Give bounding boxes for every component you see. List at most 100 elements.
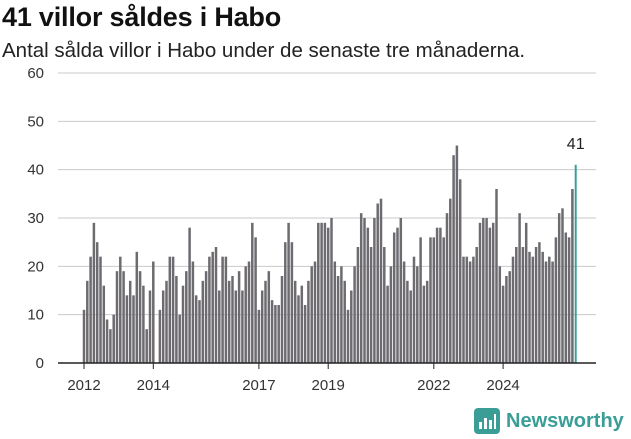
bar [422, 285, 426, 363]
bar [307, 280, 310, 363]
bar [353, 266, 356, 363]
bar [237, 271, 241, 363]
bar [511, 256, 515, 363]
bar [185, 271, 188, 363]
bar [145, 329, 148, 363]
bar [208, 256, 211, 363]
bar [336, 276, 340, 363]
bar [373, 218, 376, 363]
bar [109, 329, 112, 363]
bar [472, 256, 475, 363]
y-tick-label: 20 [27, 258, 44, 275]
bar [234, 290, 238, 363]
bar [488, 227, 492, 363]
bar [376, 203, 379, 363]
bar [333, 261, 337, 363]
bar [340, 266, 343, 363]
bar [498, 266, 502, 363]
bar [564, 232, 568, 363]
bar [462, 256, 465, 363]
y-tick-label: 10 [27, 307, 44, 324]
bar [419, 237, 422, 363]
bar [495, 189, 498, 363]
bar [188, 227, 191, 363]
bar [508, 271, 511, 363]
bar [264, 280, 267, 363]
bar [152, 261, 155, 363]
bar [293, 280, 297, 363]
bar [95, 242, 99, 363]
bar [399, 218, 403, 363]
bar [346, 309, 350, 363]
bar [366, 227, 370, 363]
bar [175, 276, 178, 363]
bar [303, 305, 307, 363]
bar [432, 237, 436, 363]
bar [128, 280, 132, 363]
bar [383, 247, 386, 363]
bar [122, 271, 125, 363]
y-tick-label: 40 [27, 162, 44, 179]
x-tick-label: 2014 [137, 377, 170, 394]
bar [231, 276, 234, 363]
bar [214, 247, 218, 363]
bar [452, 155, 455, 363]
chart-title: 41 villor såldes i Habo [2, 2, 282, 32]
bar [330, 218, 333, 363]
bar [425, 280, 429, 363]
bar [135, 251, 139, 363]
bar [534, 247, 538, 363]
bar [247, 261, 251, 363]
bar [458, 179, 462, 363]
x-tick-label: 2024 [486, 377, 519, 394]
bar [531, 256, 535, 363]
bar [168, 256, 172, 363]
bar [132, 295, 135, 363]
bar [280, 276, 284, 363]
bar [105, 319, 109, 363]
y-tick-label: 0 [36, 355, 44, 372]
y-tick-label: 50 [27, 113, 44, 130]
bar [551, 261, 554, 363]
bar [402, 261, 406, 363]
bar [521, 247, 525, 363]
labels: 0 10 20 30 40 50 60 2012 2014 2017 2019 2022 2024 41 [27, 65, 584, 394]
bar [356, 247, 360, 363]
bar [267, 271, 271, 363]
bar [194, 295, 198, 363]
x-tick-label: 2012 [67, 377, 100, 394]
bar [445, 213, 449, 363]
bar [89, 256, 92, 363]
bar [571, 189, 574, 363]
newsworthy-brand: Newsworthy [474, 406, 624, 436]
bar-highlight [574, 164, 577, 363]
y-tick-label: 60 [27, 65, 44, 82]
bars [82, 145, 577, 363]
bar [485, 218, 488, 363]
bar [297, 295, 300, 363]
bar [515, 247, 518, 363]
bar [165, 280, 168, 363]
x-tick-label: 2017 [242, 377, 275, 394]
bar [468, 261, 472, 363]
bar [119, 256, 122, 363]
bar [429, 237, 432, 363]
bar [224, 256, 228, 363]
bar [538, 242, 541, 363]
bar [102, 285, 106, 363]
bar [313, 261, 317, 363]
bar [379, 198, 383, 363]
bar [86, 280, 89, 363]
bar [287, 222, 290, 363]
bar [416, 266, 419, 363]
bar [409, 290, 412, 363]
bar [254, 237, 257, 363]
bar [244, 266, 247, 363]
bar [125, 295, 129, 363]
bar [260, 290, 264, 363]
bar [218, 290, 221, 363]
bar [317, 222, 320, 363]
bar [518, 213, 521, 363]
bar [478, 222, 482, 363]
bar [82, 309, 86, 363]
